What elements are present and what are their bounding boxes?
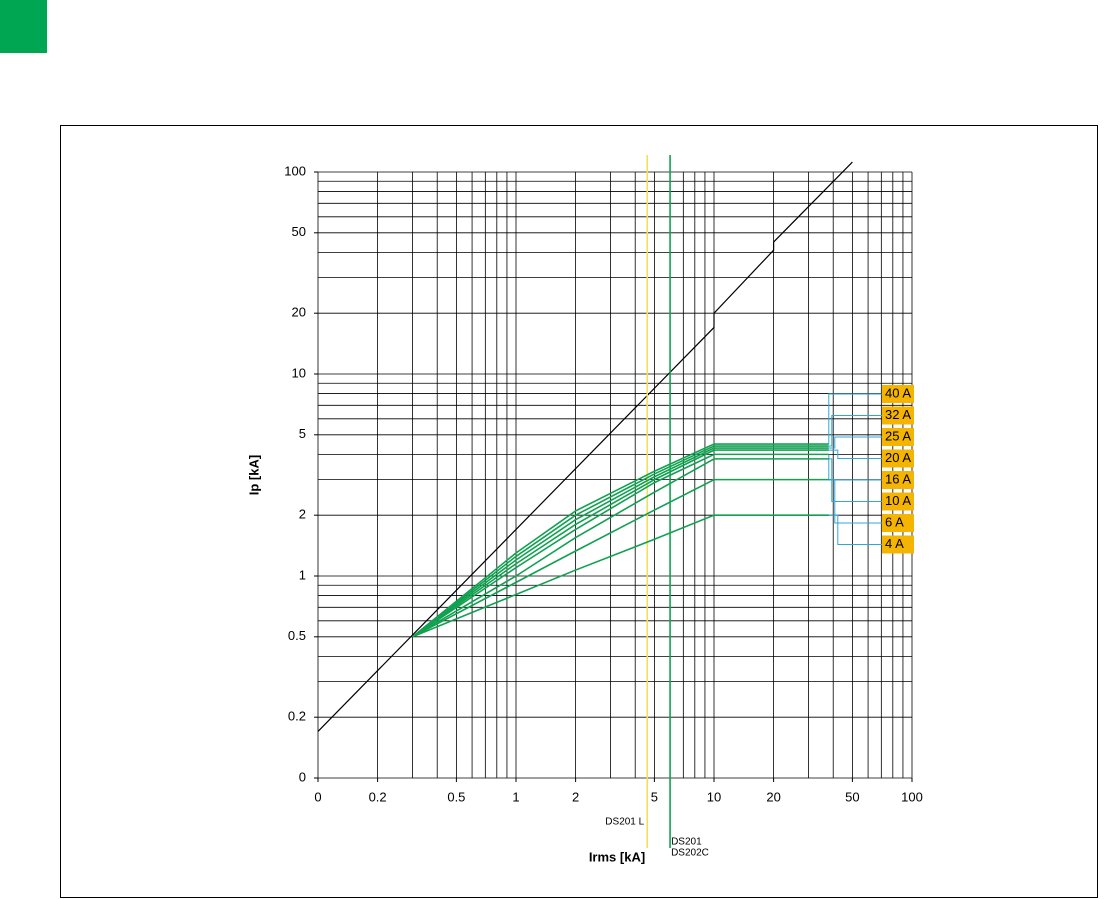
y-tick-label: 50 — [292, 224, 306, 239]
leader-line — [828, 449, 882, 459]
legend-label: 40 A — [885, 385, 911, 400]
y-tick-label: 1 — [299, 567, 306, 582]
plot: 0 0.2 0.5 1 2 5 10 20 50 100 0 0.2 0.5 1 2 5 10 20 50 100 DS… — [284, 155, 923, 859]
y-tick-label: 2 — [299, 507, 306, 522]
x-tick-label: 0.5 — [447, 789, 465, 804]
series-label-box — [882, 471, 914, 489]
series-label-box — [882, 492, 914, 511]
y-tick-label: 5 — [299, 426, 306, 441]
x-tick-label: 10 — [707, 789, 721, 804]
vline-label: DS202C — [671, 848, 709, 859]
x-tick-label: 0 — [314, 789, 321, 804]
series-line — [412, 514, 829, 638]
y-tick-label: 100 — [284, 163, 306, 178]
x-tick-label: 2 — [572, 789, 579, 804]
series-line — [412, 449, 829, 638]
y-tick-label: 20 — [292, 305, 306, 320]
series-label-box — [882, 385, 914, 403]
frame — [60, 125, 1098, 898]
x-tick-label: 5 — [651, 789, 658, 804]
leader-line — [828, 436, 882, 449]
y-tick-label: 0 — [299, 769, 306, 784]
series-line — [412, 453, 829, 638]
legend-label: 6 A — [885, 514, 904, 529]
x-tick-label: 1 — [512, 789, 519, 804]
series-line — [411, 443, 829, 638]
x-tick-label: 50 — [845, 789, 859, 804]
legend-label: 4 A — [885, 536, 904, 551]
vline-label: DS201 L — [605, 817, 644, 828]
legend-label: 32 A — [885, 407, 911, 422]
legend-label: 10 A — [885, 493, 911, 508]
leader-line — [828, 458, 882, 502]
series-label-box — [882, 514, 914, 532]
series-label-box — [882, 406, 914, 425]
series-line — [411, 447, 829, 638]
leader-line — [828, 514, 882, 545]
x-tick-label: 0.2 — [369, 789, 387, 804]
series-label-box — [882, 428, 914, 446]
x-tick-label: 20 — [766, 789, 780, 804]
y-axis-label: Ip [kA] — [246, 455, 261, 495]
y-tick-label: 0.2 — [288, 709, 306, 724]
y-tick-label: 10 — [292, 365, 306, 380]
series-label-box — [882, 535, 914, 554]
series-line — [411, 445, 829, 638]
x-tick-label: 100 — [901, 789, 923, 804]
leader-line — [828, 479, 882, 524]
series-line — [412, 478, 829, 638]
vline-label: DS201 — [671, 837, 702, 848]
y-tick-label: 0.5 — [288, 628, 306, 643]
brand-block — [0, 0, 47, 53]
series-line — [412, 458, 829, 638]
leader-line — [828, 415, 882, 447]
x-axis-label: Irms [kA] — [589, 849, 645, 864]
leader-line — [828, 393, 882, 445]
series-label-box — [882, 449, 914, 468]
legend-label: 16 A — [885, 471, 911, 486]
legend-label: 20 A — [885, 450, 911, 465]
legend-label: 25 A — [885, 428, 911, 443]
